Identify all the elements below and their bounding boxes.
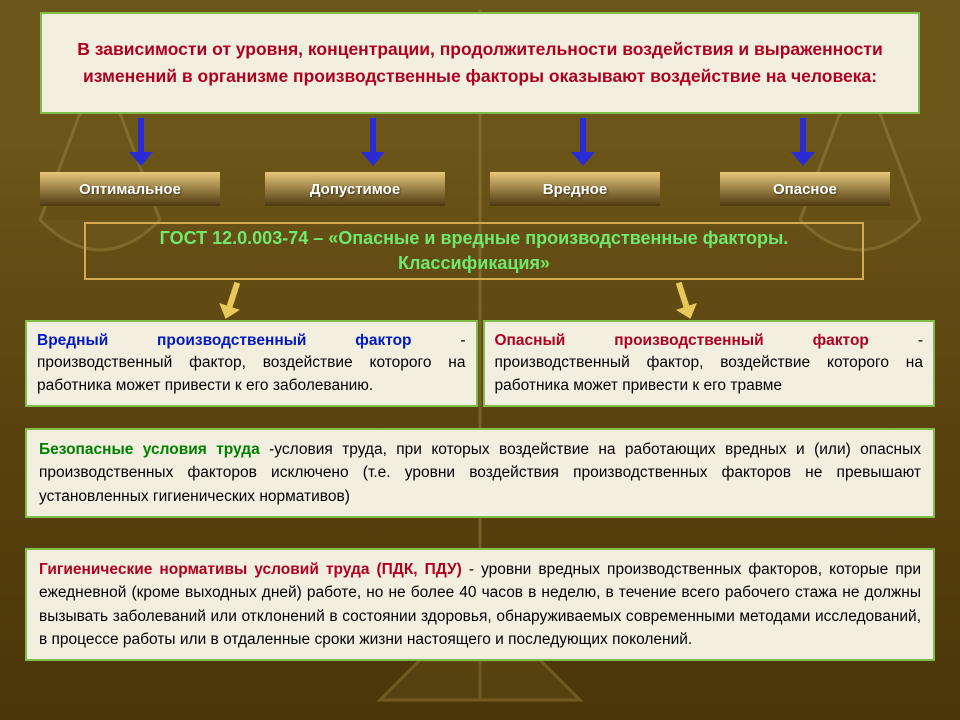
hygienic-title: Гигиенические нормативы условий труда (П… bbox=[39, 561, 462, 578]
arrow-down-4-icon bbox=[800, 118, 806, 156]
harmful-title: Вредный производственный фактор bbox=[37, 332, 412, 349]
safe-title: Безопасные условия труда bbox=[39, 441, 260, 458]
safe-conditions-box: Безопасные условия труда -условия труда,… bbox=[25, 428, 935, 518]
harmful-factor-definition: Вредный производственный фактор - произв… bbox=[25, 320, 478, 407]
dangerous-factor-definition: Опасный производственный фактор - произв… bbox=[483, 320, 936, 407]
category-optimal: Оптимальное bbox=[40, 172, 220, 206]
header-box: В зависимости от уровня, концентрации, п… bbox=[40, 12, 920, 114]
gost-reference-box: ГОСТ 12.0.003-74 – «Опасные и вредные пр… bbox=[84, 222, 864, 280]
arrow-down-3-icon bbox=[580, 118, 586, 156]
definitions-row: Вредный производственный фактор - произв… bbox=[25, 320, 935, 407]
arrow-diag-right-icon bbox=[676, 282, 690, 310]
hygienic-standards-box: Гигиенические нормативы условий труда (П… bbox=[25, 548, 935, 661]
category-harmful: Вредное bbox=[490, 172, 660, 206]
category-acceptable: Допустимое bbox=[265, 172, 445, 206]
dangerous-title: Опасный производственный фактор bbox=[495, 332, 869, 349]
arrow-down-2-icon bbox=[370, 118, 376, 156]
arrow-down-1-icon bbox=[138, 118, 144, 156]
header-text: В зависимости от уровня, концентрации, п… bbox=[72, 36, 888, 90]
gost-text: ГОСТ 12.0.003-74 – «Опасные и вредные пр… bbox=[86, 226, 862, 276]
arrow-diag-left-icon bbox=[226, 282, 240, 310]
category-dangerous: Опасное bbox=[720, 172, 890, 206]
